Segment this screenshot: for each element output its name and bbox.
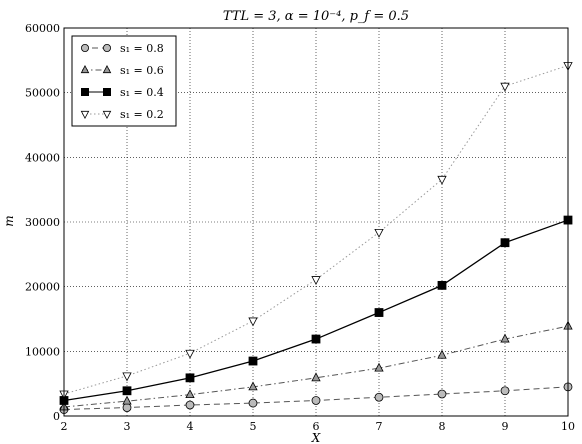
data-point-series-1 [311,396,321,405]
data-point-series-2 [122,395,132,405]
data-point-series-4 [248,317,258,327]
legend-label-2: s₁ = 0.6 [120,64,164,77]
data-point-series-2 [248,381,258,391]
data-point-series-2 [437,349,447,359]
data-point-series-3 [311,334,321,344]
data-point-series-2 [311,372,321,382]
y-tick-label: 40000 [25,151,60,164]
x-tick-label: 5 [250,420,257,433]
x-tick-label: 4 [187,420,194,433]
legend-marker-2 [102,65,112,74]
legend-label-4: s₁ = 0.2 [120,108,164,121]
legend-label-3: s₁ = 0.4 [120,86,164,99]
legend-marker-2 [80,65,90,74]
x-tick-label: 8 [439,420,446,433]
data-point-series-4 [500,82,510,92]
data-point-series-4 [374,228,384,238]
y-tick-label: 60000 [25,22,60,35]
data-point-series-3 [374,308,384,317]
data-point-series-1 [374,392,384,402]
x-tick-label: 9 [502,420,509,433]
x-axis-label: X [311,431,321,444]
y-axis-label: m [2,215,16,226]
plot-frame [63,27,569,417]
legend-box [71,35,177,127]
legend-marker-1 [81,44,90,53]
x-tick-label: 2 [61,420,68,433]
data-point-series-3 [437,280,447,290]
data-point-series-3 [248,356,258,366]
data-point-series-3 [185,373,195,383]
legend-marker-3 [81,88,90,97]
x-tick-label: 7 [376,420,383,433]
data-point-series-1 [500,386,510,396]
series-line-2 [63,325,569,408]
data-point-series-4 [311,276,321,286]
y-tick-label: 0 [53,410,60,423]
chart-title: TTL = 3, α = 10⁻⁴, p_f = 0.5 [223,9,409,24]
data-point-series-1 [122,403,132,412]
data-point-series-4 [122,372,132,382]
x-tick-label: 10 [561,420,575,433]
data-point-series-2 [500,333,510,343]
legend-marker-1 [103,44,112,53]
legend-marker-4 [102,110,112,119]
data-point-series-1 [185,400,195,410]
legend: s₁ = 0.8 s₁ = 0.6 s₁ = 0.4 s₁ = 0.2 [71,35,177,127]
legend-marker-3 [103,88,112,97]
data-point-series-2 [374,362,384,372]
legend-label-1: s₁ = 0.8 [120,42,164,55]
data-point-series-2 [185,389,195,399]
legend-marker-4 [80,110,90,119]
data-point-series-4 [437,175,447,185]
y-tick-label: 30000 [25,216,60,229]
data-point-series-1 [248,398,258,408]
data-point-series-3 [500,238,510,248]
axes: 2 3 4 5 6 7 8 9 10 0 10000 20000 30000 40000 50000 6000… [25,22,575,433]
y-tick-label: 50000 [25,87,60,100]
data-point-series-4 [185,349,195,359]
x-tick-label: 6 [313,420,320,433]
x-tick-label: 3 [124,420,131,433]
data-point-series-1 [437,389,447,399]
y-tick-label: 10000 [25,345,60,358]
data-point-series-3 [122,386,132,396]
y-tick-label: 20000 [25,281,60,294]
